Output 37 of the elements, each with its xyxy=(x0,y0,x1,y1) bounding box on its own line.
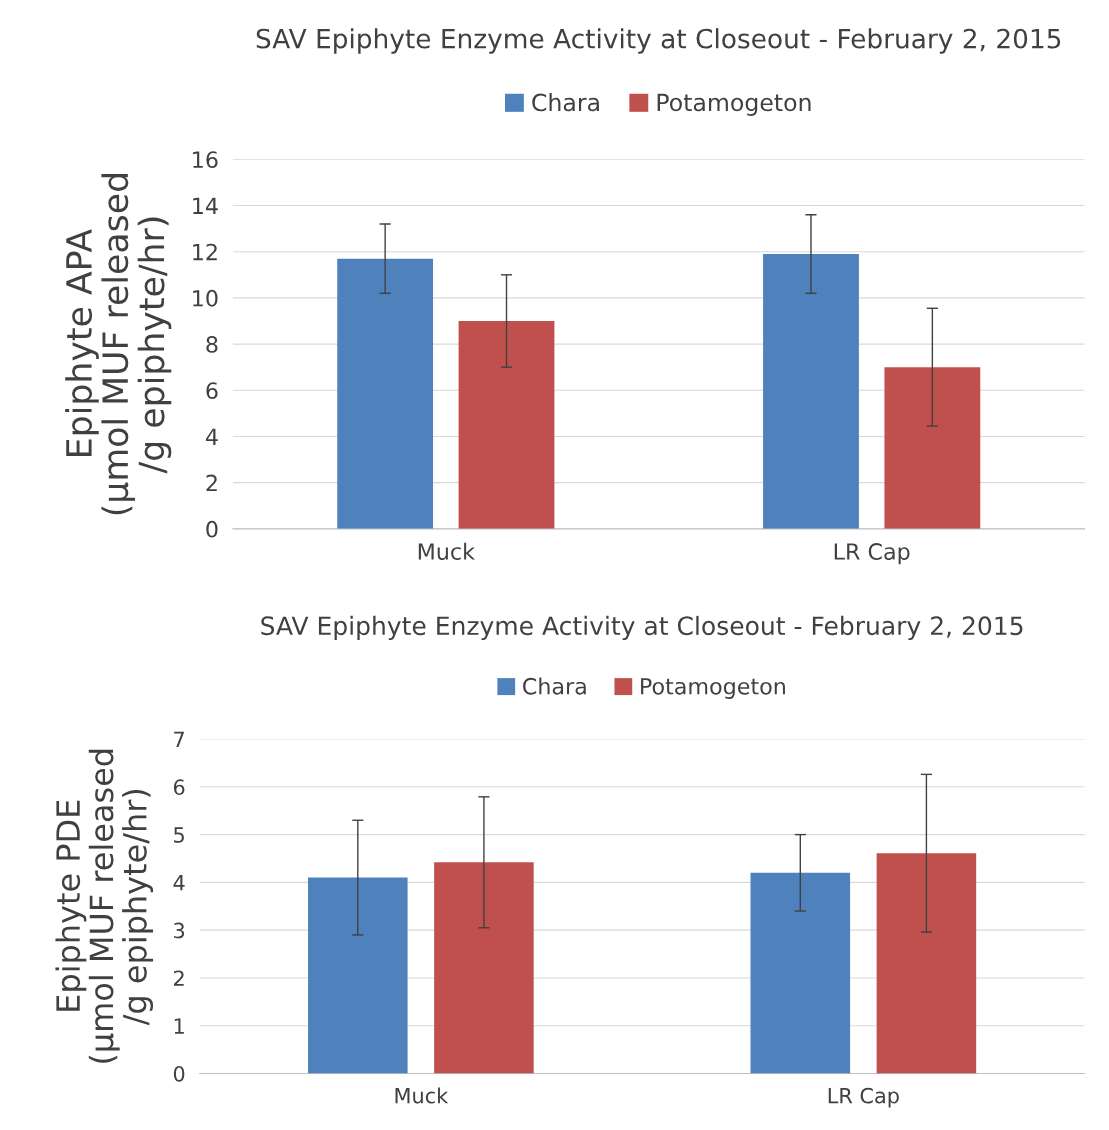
y-tick-label: 1 xyxy=(174,1018,184,1034)
x-tick-label: LR Cap xyxy=(828,1087,899,1108)
y-tick-label: 10 xyxy=(193,289,218,307)
y-tick-label: 0 xyxy=(206,520,218,538)
y-tick-label: 4 xyxy=(205,428,218,445)
y-tick-label: 0 xyxy=(173,1065,185,1082)
chart-title: SAV Epiphyte Enzyme Activity at Closeout - February 2, 2015 xyxy=(256,28,1061,54)
chart-title: SAV Epiphyte Enzyme Activity at Closeout - February 2, 2015 xyxy=(261,615,1023,641)
bar xyxy=(458,320,555,529)
x-tick-label: Muck xyxy=(418,542,475,560)
bar xyxy=(434,862,534,1074)
legend-label: Chara xyxy=(523,677,586,695)
y-tick-label: 8 xyxy=(206,336,218,353)
bar xyxy=(750,872,851,1074)
y-tick-label: 6 xyxy=(206,382,218,400)
y-tick-label: 3 xyxy=(174,922,185,939)
y-tick-label: 16 xyxy=(193,151,218,169)
y-tick-label: 4 xyxy=(173,875,185,891)
legend-label: Potamogeton xyxy=(641,678,785,699)
x-tick-label: LR Cap xyxy=(834,543,910,565)
y-axis-title: Epiphyte PDE (µmol MUF released /g epiphyte/hr) xyxy=(55,749,154,1063)
x-tick-label: Muck xyxy=(395,1087,449,1104)
legend-label: Chara xyxy=(532,93,599,112)
y-tick-label: 7 xyxy=(174,731,184,747)
bar xyxy=(337,258,434,529)
y-axis-title: Epiphyte APA (µmol MUF released /g epiphyte/hr) xyxy=(65,174,172,515)
bar xyxy=(308,877,408,1074)
y-tick-label: 6 xyxy=(173,779,185,796)
bar xyxy=(763,254,859,529)
y-tick-label: 14 xyxy=(193,197,218,214)
y-tick-label: 2 xyxy=(174,970,184,986)
y-tick-label: 5 xyxy=(174,827,184,843)
legend-label: Potamogeton xyxy=(657,93,811,116)
bar xyxy=(884,367,981,529)
y-tick-label: 2 xyxy=(206,474,217,492)
bar xyxy=(876,853,977,1074)
y-tick-label: 12 xyxy=(193,243,217,261)
